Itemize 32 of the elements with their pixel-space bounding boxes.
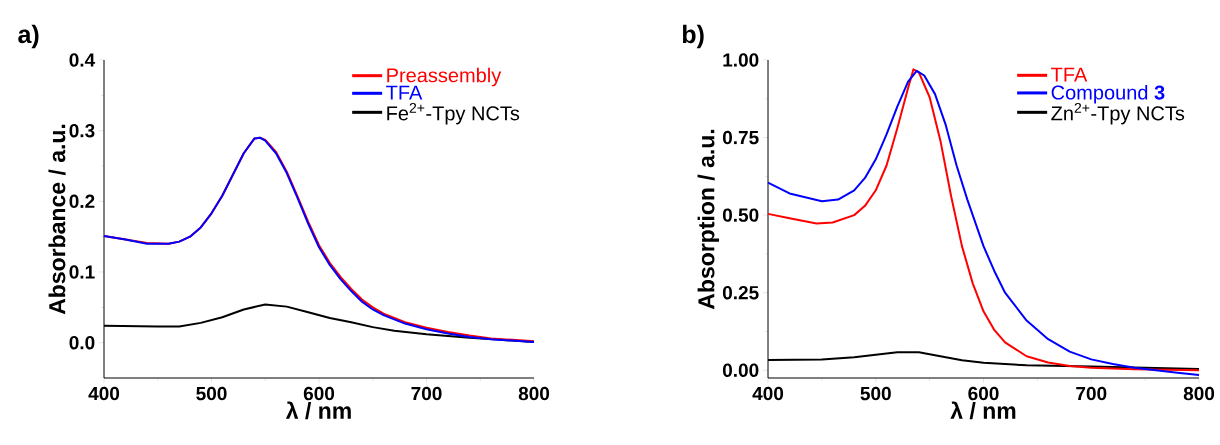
line-series: [103, 136, 536, 343]
y-tick-label: 0.00: [722, 363, 759, 377]
x-tick-label: 500: [860, 386, 891, 401]
y-tick-label: 0.3: [69, 123, 95, 138]
x-axis-title: λ / nm: [950, 401, 1016, 420]
y-tick-label: 0.25: [722, 285, 759, 300]
y-tick-label: 0.1: [69, 265, 95, 279]
x-axis-title: λ / nm: [285, 401, 351, 420]
legend-label: Fe$^{2+}$-Tpy NCTs: [387, 102, 520, 125]
legend-label: Compound 3: [1051, 84, 1165, 104]
x-tick-label: 700: [411, 386, 442, 401]
chart-title: b): [682, 24, 704, 49]
y-tick-label: 0.50: [722, 208, 759, 222]
y-tick-label: 0.0: [69, 335, 95, 350]
legend-label: TFA: [1051, 67, 1088, 82]
x-tick-label: 600: [968, 386, 999, 401]
legend-label: TFA: [386, 85, 423, 100]
x-tick-label: 700: [1076, 386, 1107, 401]
x-tick-label: 800: [518, 386, 550, 401]
x-tick-label: 500: [196, 386, 227, 401]
x-tick-label: 800: [1183, 386, 1215, 401]
y-axis-title: Absorption / a.u.: [697, 129, 720, 310]
y-axis-title: Absorbance / a.u.: [48, 124, 66, 315]
y-tick-label: 0.2: [69, 194, 95, 209]
x-tick-label: 400: [752, 386, 784, 401]
chart-title: a): [18, 24, 39, 49]
y-tick-label: 0.4: [69, 53, 96, 67]
y-tick-label: 1.00: [723, 53, 759, 67]
y-tick-label: 0.75: [722, 130, 759, 145]
x-tick-label: 600: [303, 386, 335, 401]
x-tick-label: 400: [88, 386, 120, 401]
legend-label: Preassembly: [387, 67, 502, 87]
